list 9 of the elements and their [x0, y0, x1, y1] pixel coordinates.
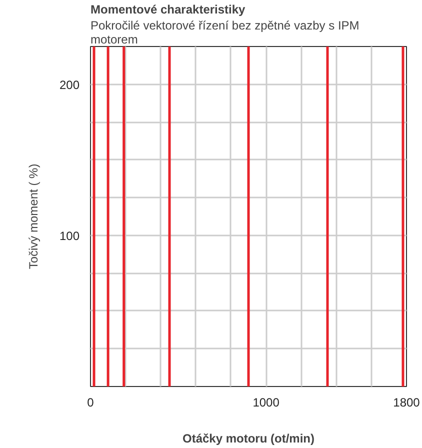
y-axis-title: Točivý moment ( %) [26, 164, 40, 270]
x-axis-title: Otáčky motoru (ot/min) [182, 432, 315, 446]
y-tick-label: 100 [59, 228, 80, 243]
chart-title: Momentové charakteristiky [90, 2, 246, 16]
chart-subtitle: Pokročilé vektorové řízení bez zpětné vazby s IPM motorem [90, 18, 360, 46]
x-tick-label: 0 [87, 396, 94, 410]
y-tick-label: 200 [59, 78, 80, 92]
x-tick-label: 1000 [252, 396, 280, 410]
x-tick-label: 1800 [393, 396, 420, 410]
